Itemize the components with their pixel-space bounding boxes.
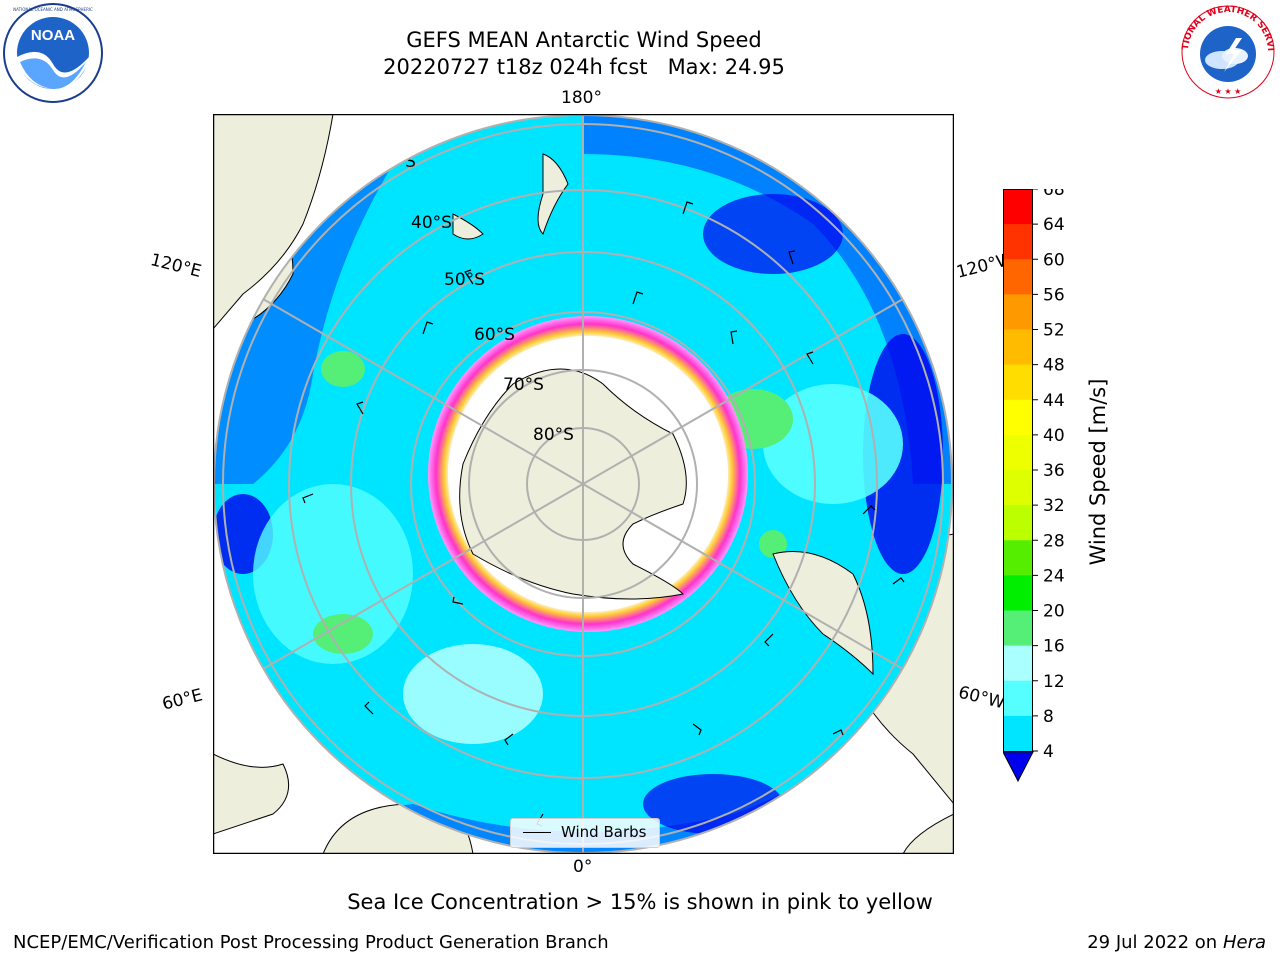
colorbar-tick-label: 56: [1043, 285, 1065, 305]
colorbar-segment: [1003, 259, 1033, 295]
wind-barb-legend-line: [523, 832, 551, 833]
colorbar-segment: [1003, 645, 1033, 682]
colorbar-tick-label: 40: [1043, 426, 1065, 446]
footer-date-text: 29 Jul 2022 on: [1087, 932, 1223, 953]
colorbar-segment: [1003, 470, 1033, 506]
polar-map: 30°S 40°S 50°S 60°S 70°S 80°S: [213, 114, 954, 854]
national-weather-service-logo-icon: NATIONAL WEATHER SERVICE ★ ★ ★: [1178, 2, 1275, 99]
colorbar-tick-label: 36: [1043, 461, 1065, 481]
colorbar-segment: [1003, 575, 1033, 611]
svg-text:★ ★ ★: ★ ★ ★: [1215, 87, 1242, 96]
colorbar-segment: [1003, 680, 1033, 717]
lat-label-70s: 70°S: [503, 375, 544, 395]
lat-label-50s: 50°S: [444, 270, 485, 290]
colorbar: 68 64 60 56 52 48 44 40 36 32 28 24 20 16 12 8 4: [1003, 189, 1065, 783]
lat-label-80s: 80°S: [533, 425, 574, 445]
colorbar-tick-label: 64: [1043, 215, 1065, 235]
svg-text:NATIONAL OCEANIC AND ATMOSPHER: NATIONAL OCEANIC AND ATMOSPHERIC: [13, 7, 93, 12]
lon-label-180: 180°: [561, 88, 602, 108]
colorbar-tick-label: 12: [1043, 672, 1065, 692]
colorbar-tick-label: 8: [1043, 707, 1054, 727]
colorbar-segment: [1003, 364, 1033, 401]
meridian-lines: [262, 115, 904, 853]
colorbar-segment: [1003, 505, 1033, 541]
colorbar-extend-arrow: [1003, 751, 1034, 783]
colorbar-segment: [1003, 294, 1033, 330]
lon-label-60w: 60°W: [956, 682, 1007, 714]
colorbar-segment: [1003, 610, 1033, 647]
wind-speed-field: 30°S 40°S 50°S 60°S 70°S 80°S: [214, 115, 952, 853]
wind-barbs: [302, 201, 905, 827]
colorbar-tick-label: 68: [1043, 189, 1065, 200]
map-legend: Wind Barbs: [510, 818, 660, 848]
map-subtitle: 20220727 t18z 024h fcst Max: 24.95: [383, 55, 785, 79]
colorbar-tick-label: 16: [1043, 637, 1065, 657]
footer-date: 29 Jul 2022 on Hera: [1087, 932, 1266, 953]
lat-label-40s: 40°S: [411, 213, 452, 233]
noaa-logo-text: NOAA: [31, 27, 75, 44]
noaa-logo-icon: NOAA NATIONAL OCEANIC AND ATMOSPHERIC: [3, 3, 103, 103]
colorbar-title: Wind Speed [m/s]: [1086, 378, 1110, 566]
colorbar-segment: [1003, 329, 1033, 366]
colorbar-tick-label: 20: [1043, 602, 1065, 622]
colorbar-segment: [1003, 399, 1033, 436]
legend-label: Wind Barbs: [561, 823, 647, 841]
colorbar-segments: [1003, 189, 1033, 752]
map-title: GEFS MEAN Antarctic Wind Speed: [406, 28, 762, 52]
colorbar-tick-label: 60: [1043, 250, 1065, 270]
colorbar-segment: [1003, 540, 1033, 576]
colorbar-tick-label: 44: [1043, 391, 1065, 411]
colorbar-tick-label: 24: [1043, 566, 1065, 586]
colorbar-segment: [1003, 224, 1033, 260]
colorbar-tick-label: 52: [1043, 321, 1065, 341]
footer-credit: NCEP/EMC/Verification Post Processing Pr…: [13, 932, 609, 953]
lon-label-0: 0°: [573, 857, 593, 877]
lat-label-60s: 60°S: [474, 325, 515, 345]
colorbar-tick-label: 4: [1043, 742, 1054, 762]
colorbar-segment: [1003, 715, 1033, 752]
colorbar-tick-label: 48: [1043, 356, 1065, 376]
footer-host: Hera: [1222, 932, 1266, 953]
sea-ice-note: Sea Ice Concentration > 15% is shown in …: [347, 890, 933, 914]
colorbar-tick-label: 32: [1043, 496, 1065, 516]
lon-label-120e: 120°E: [148, 250, 204, 282]
colorbar-segment: [1003, 434, 1033, 471]
colorbar-segment: [1003, 189, 1033, 225]
colorbar-tick-label: 28: [1043, 531, 1065, 551]
lon-label-60e: 60°E: [160, 685, 205, 715]
